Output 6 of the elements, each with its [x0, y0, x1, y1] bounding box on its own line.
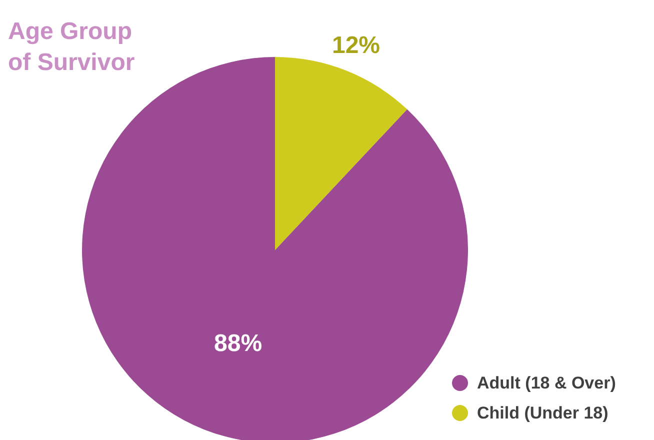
data-label: 88% [214, 330, 262, 357]
chart-title: Age Group of Survivor [8, 18, 135, 76]
legend-label: Adult (18 & Over) [477, 374, 616, 392]
data-label: 12% [332, 32, 380, 59]
pie-slice [275, 57, 408, 250]
legend-label: Child (Under 18) [477, 404, 608, 422]
